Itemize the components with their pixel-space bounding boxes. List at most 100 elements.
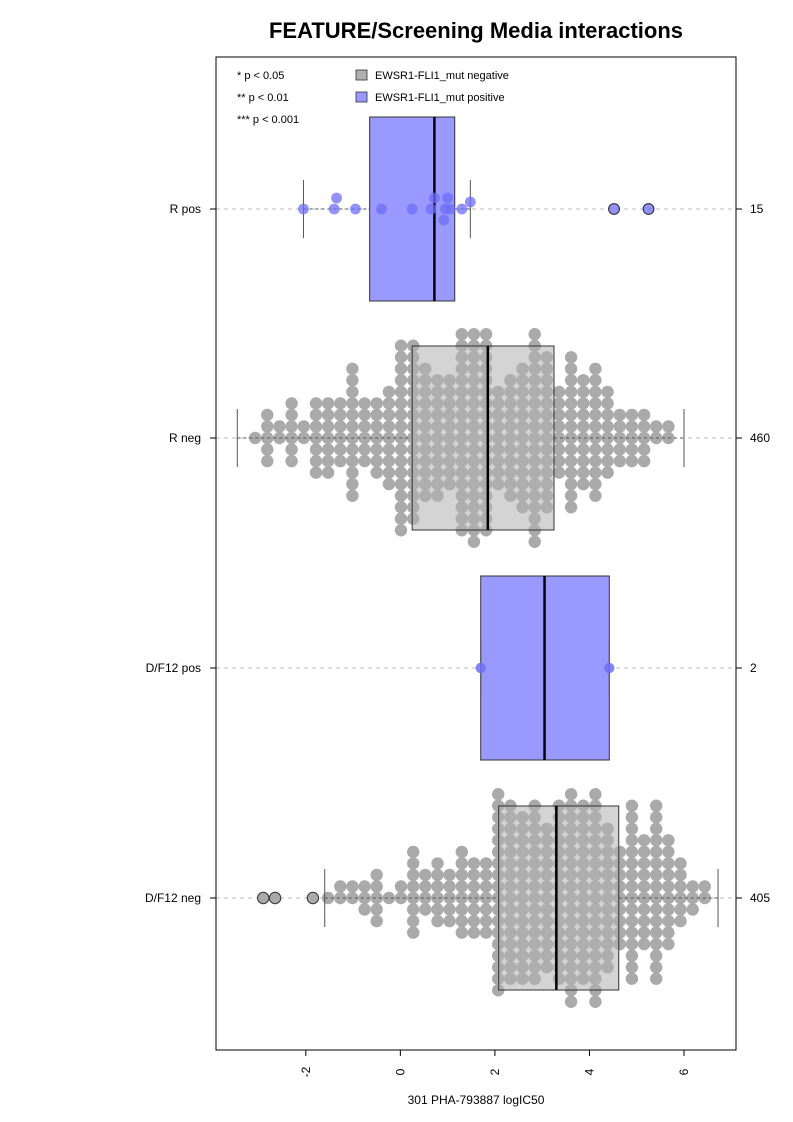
r-neg-point-299 [589,489,602,502]
df12-neg-point-29 [431,880,444,893]
r-neg-point-63 [382,443,396,456]
grid-lines [216,208,736,899]
r-pos-point-7 [429,192,440,204]
df12-neg-point-282 [662,834,675,847]
r-neg-point-304 [601,408,614,422]
df12-neg-point-2 [334,880,347,893]
r-neg-point-288 [577,374,590,387]
df12-neg-point-277 [662,914,675,928]
r-neg-point-272 [564,385,578,399]
r-neg-point-298 [589,374,602,387]
df12-neg-point-35 [443,880,456,893]
r-neg-point-69 [382,477,396,491]
r-neg-point-289 [589,431,602,445]
df12-neg-point-46 [455,845,468,859]
r-neg-point-67 [382,466,396,479]
df12-neg-point-254 [637,845,651,859]
df12-neg-point-5 [358,891,371,905]
df12-neg-point-38 [443,914,456,928]
count-label-0: 15 [750,202,764,216]
df12-neg-point-172 [564,788,578,801]
df12-neg-point-250 [637,868,651,882]
df12-neg-point-248 [637,880,651,893]
r-neg-point-5 [261,454,274,468]
r-neg-point-66 [382,397,396,410]
r-neg-point-10 [285,443,298,456]
r-pos-outlier-0 [608,203,620,215]
x-tick-label-3: 4 [582,1068,596,1075]
x-tick-label-1: 0 [393,1068,407,1075]
df12-neg-point-4 [346,880,359,893]
r-neg-point-266 [564,420,578,433]
r-neg-point-260 [552,408,566,422]
df12-neg-point-36 [443,903,456,916]
r-neg-point-7 [273,420,286,433]
r-neg-point-265 [564,431,578,445]
r-neg-point-282 [577,408,590,422]
r-neg-point-15 [297,420,310,433]
r-neg-point-302 [601,420,614,433]
r-neg-point-292 [589,408,602,422]
r-neg-point-274 [564,374,578,387]
r-neg-point-64 [382,408,396,422]
df12-neg-point-30 [431,903,444,916]
r-neg-point-38 [346,443,359,456]
x-axis: -2 0 2 4 6 [299,1050,691,1077]
r-neg-point-17 [309,420,323,433]
r-neg-point-279 [577,431,590,445]
df12-neg-point-47 [467,891,481,905]
df12-neg-point-252 [637,857,651,870]
df12-neg-point-20 [407,914,420,928]
r-neg-point-40 [346,454,359,468]
r-neg-point-79 [394,374,408,387]
r-neg-point-263 [552,466,566,479]
df12-neg-point-43 [455,914,468,928]
r-neg-point-283 [577,454,590,468]
df12-neg-point-26 [419,903,432,916]
r-neg-point-71 [394,420,408,433]
df12-neg-point-14 [394,891,408,905]
r-neg-point-82 [394,501,408,514]
r-neg-point-62 [382,420,396,433]
r-neg-point-261 [552,454,566,468]
r-neg-point-313 [613,454,626,468]
r-neg-point-78 [394,477,408,491]
r-neg-point-295 [589,466,602,479]
df12-neg-point-253 [637,926,651,939]
r-pos-point-6 [425,203,437,215]
r-pos-point-4 [376,203,387,215]
df12-pos-point-0 [475,662,486,674]
df12-neg-point-258 [650,880,663,893]
r-neg-point-270 [564,397,578,410]
df12-neg-point-266 [650,834,663,847]
df12-neg-point-268 [650,822,663,835]
r-neg-point-3 [261,443,274,456]
df12-neg-point-19 [407,868,420,882]
df12-neg-point-32 [431,914,444,928]
r-neg-point-39 [346,408,359,422]
df12-neg-point-3 [346,891,359,905]
significance-legend-2: ** p < 0.01 [237,92,289,104]
df12-neg-point-16 [407,891,420,905]
box-3 [498,805,620,991]
df12-neg-point-60 [479,926,493,939]
df12-neg-point-49 [467,903,481,916]
r-neg-point-259 [552,443,566,456]
df12-neg-point-207 [589,788,602,801]
r-neg-point-9 [285,420,298,433]
df12-neg-point-287 [674,914,687,928]
r-neg-point-44 [346,477,359,491]
df12-neg-point-28 [431,891,444,905]
r-neg-point-277 [564,501,578,514]
r-neg-point-311 [613,443,626,456]
r-neg-point-19 [309,408,323,422]
df12-neg-point-34 [443,891,456,905]
r-neg-point-68 [382,385,396,399]
r-neg-point-32 [334,443,347,456]
r-neg-point-56 [370,443,383,456]
r-neg-point-278 [564,351,578,364]
df12-neg-point-286 [674,868,687,882]
r-neg-point-303 [601,443,614,456]
r-neg-point-51 [358,408,371,422]
r-neg-point-65 [382,454,396,468]
